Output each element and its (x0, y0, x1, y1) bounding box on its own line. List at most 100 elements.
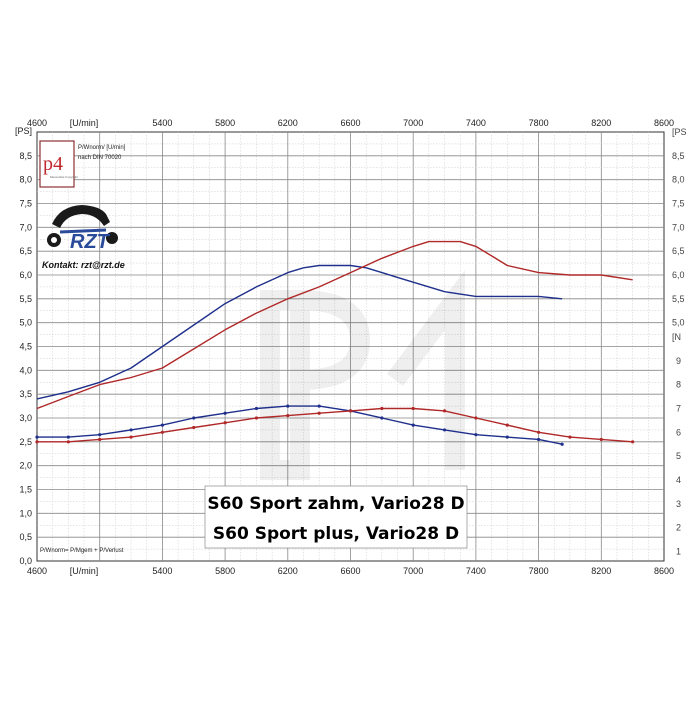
series-point-torque (66, 435, 70, 439)
right-unit-label: [PS (672, 127, 687, 137)
x-unit-label-bottom: [U/min] (70, 566, 99, 576)
x-tick-label-top: 5800 (215, 118, 235, 128)
x-tick-label-top: 6200 (278, 118, 298, 128)
y-tick-label: 4,0 (19, 365, 32, 375)
footer-note: P/Wnorm= P/Mgem + P/Verlust (40, 548, 124, 554)
series-line-torque (37, 407, 633, 443)
series-line-torque (37, 405, 563, 445)
series-point-torque (537, 437, 541, 442)
y-tick-label: 0,0 (19, 556, 32, 566)
y-tick-label: 1,0 (19, 508, 32, 518)
y-tick-label: 7,5 (19, 199, 32, 209)
contact-text: Kontakt: rzt@rzt.de (42, 260, 125, 270)
series-point-torque (411, 406, 415, 411)
series-point-torque (411, 423, 415, 427)
legend-item-2: S60 Sport plus, Vario28 D (213, 524, 459, 544)
legend: S60 Sport zahm, Vario28 D S60 Sport plus… (204, 485, 468, 549)
series-point-torque (380, 406, 384, 411)
y-unit-label: [PS] (15, 126, 32, 136)
series-point-torque (505, 423, 509, 427)
right-y-axis: [PS 8,5 8,0 7,5 7,0 6,5 6,0 5,5 5,0 [N 9 8 7 6 5 4 3 2 1 (672, 127, 687, 556)
x-tick-label-bottom: 6600 (340, 566, 360, 576)
series-point-torque (317, 404, 321, 408)
bottom-x-axis: 4600 5400 5800 6200 6600 7000 7400 7800 8200 8600… (27, 566, 674, 576)
x-tick-label-bottom: 7400 (466, 566, 486, 576)
y-tick-label: 2,5 (19, 437, 32, 447)
series-line-power (36, 264, 563, 400)
series-point-torque (631, 440, 635, 444)
legend-item-1: S60 Sport zahm, Vario28 D (207, 494, 464, 514)
top-x-axis: 4600 5400 5800 6200 6600 7000 7400 7800 8200 8600… (27, 118, 674, 128)
series-layer (35, 240, 635, 446)
series-point-torque (35, 435, 39, 439)
series-point-torque (474, 416, 478, 420)
series-point-torque (98, 437, 102, 442)
right-torque-tick-label: 4 (676, 475, 681, 485)
series-line-power (36, 240, 633, 410)
rzt-logo: RZT (47, 205, 118, 253)
x-tick-label-bottom: 6200 (278, 566, 298, 576)
x-tick-label-top: 7000 (403, 118, 423, 128)
series-point-torque (442, 409, 447, 413)
series-point-torque (286, 404, 290, 408)
series-point-torque (160, 423, 164, 427)
x-tick-label-bottom: 7000 (403, 566, 423, 576)
series-point-torque (98, 433, 102, 437)
right-torque-tick-label: 6 (676, 427, 681, 437)
y-tick-label: 5,5 (19, 294, 32, 304)
y-tick-label: 7,0 (19, 222, 32, 232)
y-tick-label: 1,5 (19, 485, 32, 495)
right-tick-label: 6,0 (672, 270, 685, 280)
x-tick-label-bottom: 5400 (152, 566, 172, 576)
series-point-torque (560, 442, 564, 446)
right-unit-label-2: [N (672, 332, 681, 342)
x-tick-label-top: 6600 (340, 118, 360, 128)
p4-logo: p4 Messmittel Copyright (39, 140, 78, 188)
series-point-torque (505, 435, 509, 439)
y-tick-label: 6,5 (19, 246, 32, 256)
x-tick-label-top: 7800 (529, 118, 549, 128)
right-tick-label: 5,5 (672, 294, 685, 304)
right-torque-tick-label: 9 (676, 356, 681, 366)
logo-text: p4 (43, 153, 63, 175)
series-point-torque (35, 440, 39, 444)
x-tick-label-bottom: 4600 (27, 566, 47, 576)
series-point-torque (254, 406, 259, 411)
right-torque-tick-label: 3 (676, 499, 681, 509)
y-tick-label: 6,0 (19, 270, 32, 280)
x-tick-label-top: 8200 (591, 118, 611, 128)
series-point-torque (599, 437, 603, 442)
right-tick-label: 5,0 (672, 318, 685, 328)
series-point-torque (348, 409, 353, 413)
series-point-torque (380, 416, 384, 420)
x-tick-label-bottom: 5800 (215, 566, 235, 576)
x-tick-label-top: 8600 (654, 118, 674, 128)
x-tick-label-top: 5400 (152, 118, 172, 128)
series-point-torque (537, 430, 541, 434)
series-point-torque (223, 411, 227, 415)
header-note-line1: P/Wnorm/ [U/min] (78, 145, 126, 151)
y-tick-label: 0,5 (19, 532, 32, 542)
y-tick-label: 4,5 (19, 342, 32, 352)
series-point-torque (129, 435, 133, 439)
right-torque-tick-label: 7 (676, 403, 681, 413)
series-point-torque (223, 421, 227, 425)
right-tick-label: 8,5 (672, 151, 685, 161)
right-torque-tick-label: 1 (676, 546, 681, 556)
rzt-brand-text: RZT (70, 231, 111, 253)
x-unit-label-top: [U/min] (70, 118, 99, 128)
header-note-line2: nach DIN 70020 (78, 155, 122, 161)
y-tick-label: 3,0 (19, 413, 32, 423)
series-point-torque (66, 440, 70, 444)
left-y-axis: 0,0 0,5 1,0 1,5 2,0 2,5 3,0 3,5 4,0 4,5 5,0 5,5 6,0 6… (15, 126, 32, 566)
series-point-torque (568, 435, 572, 439)
y-tick-label: 3,5 (19, 389, 32, 399)
series-point-torque (254, 416, 259, 420)
right-tick-label: 8,0 (672, 175, 685, 185)
series-point-torque (474, 433, 478, 437)
series-point-torque (192, 425, 196, 430)
right-tick-label: 6,5 (672, 246, 685, 256)
